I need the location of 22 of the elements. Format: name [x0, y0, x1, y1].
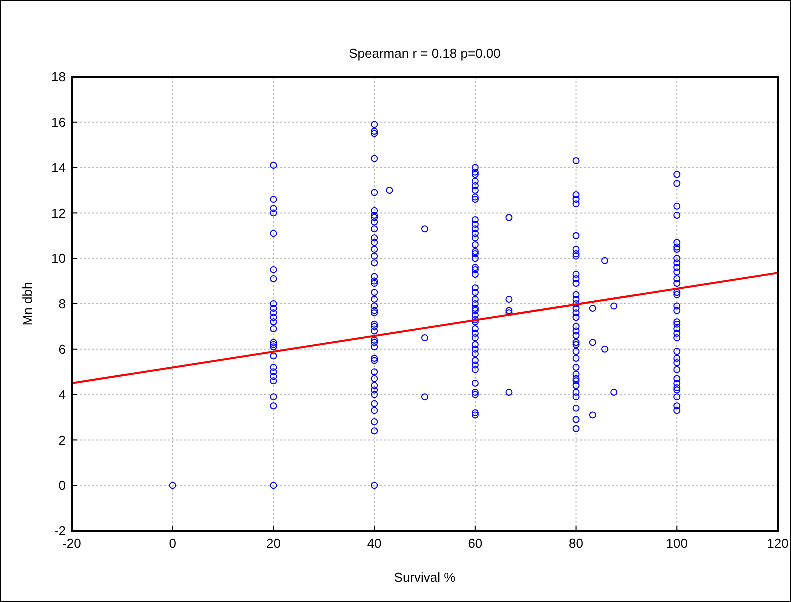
x-tick-label: 100: [666, 536, 688, 551]
y-tick-label: 18: [52, 70, 66, 85]
x-tick-label: 20: [266, 536, 281, 551]
x-tick-label: 60: [468, 536, 483, 551]
chart-title: Spearman r = 0.18 p=0.00: [349, 46, 501, 61]
y-tick-label: 8: [58, 296, 66, 312]
y-axis-title: Mn dbh: [20, 282, 35, 326]
y-tick-label: 12: [52, 206, 66, 221]
x-tick-label: -20: [62, 536, 82, 551]
y-tick-label: 2: [58, 432, 66, 448]
y-tick-label: 10: [52, 251, 66, 266]
x-axis-title: Survival %: [394, 570, 456, 585]
y-tick-label: 0: [58, 478, 66, 494]
y-tick-label: 6: [58, 342, 66, 357]
x-tick-label: 0: [169, 536, 176, 551]
x-tick-label: 40: [367, 536, 382, 551]
x-tick-label: 120: [767, 536, 789, 551]
x-tick-label: 80: [569, 536, 584, 551]
y-tick-label: -2: [54, 524, 66, 539]
y-tick-label: 14: [52, 160, 66, 176]
y-tick-label: 16: [52, 114, 66, 130]
y-tick-label: 4: [58, 387, 66, 402]
